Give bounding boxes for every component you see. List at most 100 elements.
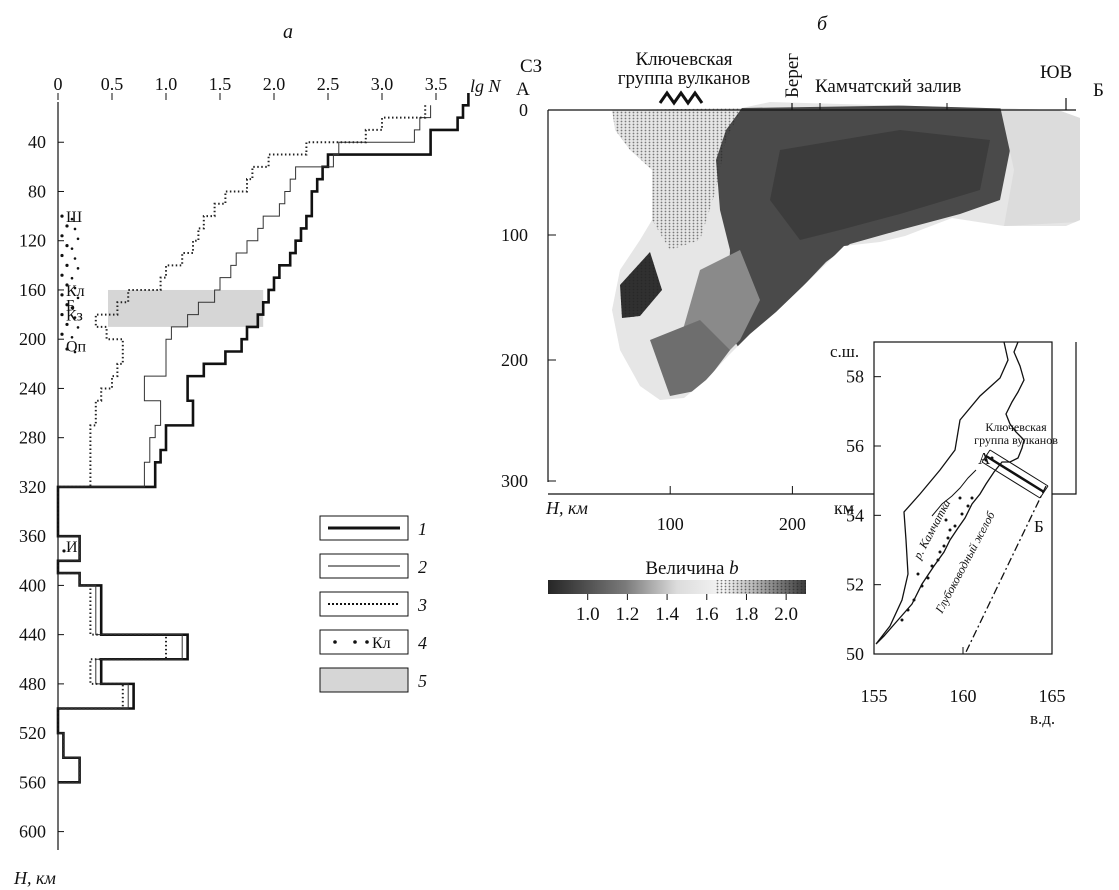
y-tick-label: 160 bbox=[19, 280, 46, 300]
volcano-dot bbox=[946, 536, 950, 540]
section-line bbox=[985, 454, 1045, 494]
y-tick-label: 300 bbox=[501, 471, 528, 491]
colorbar-tick-label: 2.0 bbox=[774, 604, 798, 625]
inset-x-tick-label: 155 bbox=[861, 686, 888, 706]
volcano-icon bbox=[658, 90, 704, 106]
legend-label-4: 4 bbox=[418, 633, 427, 653]
layer-dot bbox=[60, 312, 64, 317]
panel-a-x-unit: lg N bbox=[470, 76, 502, 96]
label-se: ЮВ bbox=[1040, 62, 1072, 83]
volcano-dot bbox=[970, 496, 974, 500]
panel-b-xunit: км bbox=[834, 498, 854, 518]
legend-label-2: 2 bbox=[418, 557, 427, 577]
inset-lon-label: в.д. bbox=[1030, 709, 1055, 728]
layer-dot bbox=[60, 253, 64, 258]
legend-dot bbox=[333, 640, 337, 644]
label-volcanoes-2: группа вулканов bbox=[618, 68, 751, 89]
layer-dot bbox=[70, 276, 74, 280]
layer-dot bbox=[65, 322, 69, 327]
panel-b-ylabel: H, км bbox=[545, 498, 588, 518]
inset-y-tick-label: 54 bbox=[846, 505, 864, 525]
volcano-dot bbox=[953, 524, 957, 528]
layer-dot bbox=[65, 224, 69, 228]
layer-dot bbox=[60, 293, 64, 297]
heat-darkest-region bbox=[770, 130, 990, 240]
volcano-dot bbox=[948, 528, 952, 532]
legend-dot bbox=[353, 640, 357, 644]
x-tick-label: 100 bbox=[657, 514, 684, 534]
volcano-dot bbox=[906, 608, 910, 612]
trench-line bbox=[965, 485, 1047, 653]
y-tick-label: 0 bbox=[519, 100, 528, 120]
volcano-dot bbox=[900, 618, 904, 622]
x-tick-label: 0.5 bbox=[101, 74, 124, 94]
layer-marker: Кл bbox=[66, 283, 85, 300]
y-tick-label: 200 bbox=[19, 329, 46, 349]
y-tick-label: 480 bbox=[19, 674, 46, 694]
x-tick-label: 2.0 bbox=[263, 74, 286, 94]
x-tick-label: 3.5 bbox=[425, 74, 448, 94]
legend-4-text: Кл bbox=[372, 635, 391, 652]
layer-dot bbox=[60, 214, 64, 218]
colorbar-tick-label: 1.4 bbox=[655, 604, 679, 625]
panel-b-letter: б bbox=[817, 13, 828, 35]
panel-b-axes: 0 100 200 300 100 200 bbox=[501, 98, 1076, 534]
volcano-dot bbox=[936, 558, 940, 562]
y-tick-label: 600 bbox=[19, 822, 46, 842]
colorbar-tick-label: 1.0 bbox=[576, 604, 600, 625]
volcano-dot bbox=[926, 576, 930, 580]
label-volcanoes-1: Ключевская bbox=[635, 49, 732, 70]
inset-y-tick-label: 56 bbox=[846, 436, 864, 456]
x-tick-label: 3.0 bbox=[371, 74, 394, 94]
colorbar-title: Величина b bbox=[645, 558, 738, 579]
layer-dot bbox=[73, 350, 77, 354]
layer-dot bbox=[65, 283, 69, 287]
colorbar-ticks: 1.0 1.2 1.4 1.6 1.8 2.0 bbox=[576, 594, 798, 625]
layer-dot bbox=[65, 263, 69, 267]
inset-x-tick-label: 160 bbox=[950, 686, 977, 706]
volcano-dot bbox=[912, 598, 916, 602]
shaded-band bbox=[108, 289, 264, 327]
label-nw: СЗ bbox=[520, 56, 542, 77]
series-2-line bbox=[57, 105, 432, 783]
river bbox=[931, 469, 977, 517]
panel-a-ticks: 0 0.5 1.0 1.5 2.0 2.5 3.0 3.5 40 80 120 160 200 240 28… bbox=[19, 74, 447, 842]
coastline bbox=[875, 341, 1025, 645]
layer-dot bbox=[70, 217, 74, 221]
inset-point-a: А bbox=[978, 449, 991, 468]
x-tick-label: 1.0 bbox=[155, 74, 178, 94]
y-tick-label: 120 bbox=[19, 231, 46, 251]
volcano-dot bbox=[916, 572, 920, 576]
panel-a-legend: 1 2 3 Кл 4 5 bbox=[319, 515, 427, 693]
inset-ticks: 155 160 165 50 52 54 56 58 bbox=[846, 367, 1066, 706]
series-3-line bbox=[57, 105, 427, 784]
y-tick-label: 400 bbox=[19, 575, 46, 595]
volcano-dot bbox=[958, 496, 962, 500]
y-tick-label: 100 bbox=[501, 225, 528, 245]
volcano-dot bbox=[944, 518, 948, 522]
layer-dot bbox=[65, 244, 69, 248]
layer-dot bbox=[60, 332, 64, 336]
y-tick-label: 320 bbox=[19, 477, 46, 497]
y-tick-label: 520 bbox=[19, 723, 46, 743]
y-tick-label: 40 bbox=[28, 132, 46, 152]
layer-marker: И bbox=[66, 539, 78, 556]
legend-box-5 bbox=[319, 667, 409, 693]
x-tick-label: 0 bbox=[54, 74, 63, 94]
section-frame-edge bbox=[1052, 342, 1077, 495]
inset-point-b: Б bbox=[1034, 517, 1044, 536]
inset-frame bbox=[873, 341, 1053, 655]
inset-map: 155 160 165 50 52 54 56 58 с.ш. в.д. Ключевская… bbox=[830, 341, 1077, 728]
panel-a-series bbox=[56, 93, 470, 784]
inset-volcano-label-1: Ключевская bbox=[985, 420, 1047, 434]
inset-volcano-label-2: группа вулканов bbox=[974, 433, 1058, 447]
inset-y-tick-label: 50 bbox=[846, 644, 864, 664]
inset-y-tick-label: 58 bbox=[846, 367, 864, 387]
label-gulf: Камчатский залив bbox=[815, 76, 961, 97]
panel-a-letter: а bbox=[283, 21, 293, 43]
panel-a-y-unit: H, км bbox=[13, 868, 56, 888]
y-tick-label: 360 bbox=[19, 526, 46, 546]
heat-mid-region-2 bbox=[650, 320, 730, 396]
label-point-a: А bbox=[516, 79, 530, 100]
heat-high-b-dots bbox=[620, 252, 662, 318]
